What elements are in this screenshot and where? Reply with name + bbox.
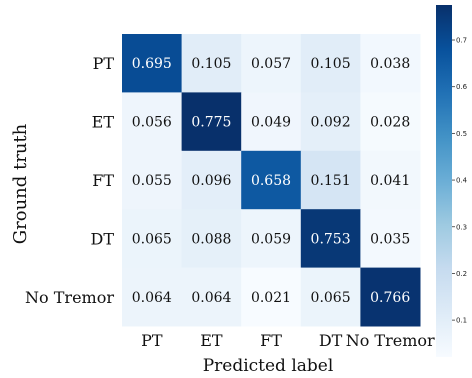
cell-value-label: 0.055 <box>132 173 172 189</box>
x-tick-label: PT <box>141 331 163 350</box>
colorbar-tick-label: 0.4 <box>456 177 468 185</box>
cell-value-label: 0.064 <box>191 290 231 306</box>
colorbar-tick-label: 0.6 <box>456 83 468 91</box>
cell-value-label: 0.088 <box>191 231 231 247</box>
x-tick-label: ET <box>200 331 223 350</box>
x-tick-label: DT <box>319 331 343 350</box>
heatmap-cell <box>122 267 183 327</box>
heatmap-cell <box>300 34 361 93</box>
heatmap-cell <box>241 34 302 93</box>
heatmap-cell-labels: 0.695 0.105 0.057 0.105 0.038 0.056 0.775 0.049… <box>132 56 411 306</box>
heatmap-cell <box>300 150 361 210</box>
colorbar <box>436 5 452 357</box>
heatmap-cell <box>122 92 183 152</box>
y-tick-label: No Tremor <box>25 288 114 307</box>
cell-value-label: 0.105 <box>311 56 351 72</box>
colorbar-tick-label: 0.3 <box>456 223 467 231</box>
cell-value-label: 0.021 <box>251 290 291 306</box>
heatmap-cell <box>181 150 242 210</box>
heatmap-cell <box>300 92 361 152</box>
heatmap-cell <box>122 150 183 210</box>
cell-value-label: 0.064 <box>132 290 172 306</box>
y-tick-label: ET <box>92 113 115 132</box>
x-tick-label: No Tremor <box>346 331 435 350</box>
heatmap-cell <box>241 209 302 269</box>
y-tick-label: PT <box>93 54 115 73</box>
cell-value-label: 0.105 <box>191 56 231 72</box>
heatmap-cell <box>181 209 242 269</box>
cell-value-label: 0.753 <box>311 231 351 247</box>
heatmap-cell <box>360 267 421 327</box>
cell-value-label: 0.056 <box>132 115 172 131</box>
heatmap-cell <box>300 209 361 269</box>
cell-value-label: 0.151 <box>311 173 351 189</box>
heatmap-cell <box>360 92 421 152</box>
x-tick-labels: PT ET FT DT No Tremor <box>141 331 435 350</box>
colorbar-tick-label: 0.2 <box>456 270 467 278</box>
cell-value-label: 0.092 <box>311 115 351 131</box>
cell-value-label: 0.695 <box>132 56 172 72</box>
cell-value-label: 0.775 <box>191 115 231 131</box>
heatmap-cell <box>122 34 183 93</box>
heatmap-cell <box>360 34 421 93</box>
cell-value-label: 0.035 <box>370 231 410 247</box>
y-tick-label: FT <box>92 171 114 190</box>
x-tick-label: FT <box>260 331 282 350</box>
colorbar-tick-label: 0.5 <box>456 130 467 138</box>
heatmap-cell <box>181 267 242 327</box>
heatmap-cells <box>122 34 421 327</box>
cell-value-label: 0.041 <box>370 173 410 189</box>
y-tick-labels: PT ET FT DT No Tremor <box>25 54 114 307</box>
cell-value-label: 0.096 <box>191 173 231 189</box>
cell-value-label: 0.658 <box>251 173 291 189</box>
y-axis-label: Ground truth <box>10 123 31 244</box>
heatmap-cell <box>181 92 242 152</box>
heatmap-cell <box>122 209 183 269</box>
cell-value-label: 0.057 <box>251 56 291 72</box>
heatmap-cell <box>181 34 242 93</box>
heatmap-cell <box>241 267 302 327</box>
cell-value-label: 0.049 <box>251 115 291 131</box>
heatmap-cell <box>360 209 421 269</box>
cell-value-label: 0.038 <box>370 56 410 72</box>
colorbar-ticks: 0.1 0.2 0.3 0.4 0.5 0.6 0.7 <box>452 37 468 325</box>
heatmap-cell <box>241 92 302 152</box>
cell-value-label: 0.065 <box>311 290 351 306</box>
x-axis-label: Predicted label <box>203 356 334 376</box>
y-tick-label: DT <box>91 229 115 248</box>
colorbar-tick-label: 0.7 <box>456 37 467 45</box>
cell-value-label: 0.065 <box>132 231 172 247</box>
cell-value-label: 0.028 <box>370 115 410 131</box>
heatmap-cell <box>360 150 421 210</box>
heatmap-cell <box>300 267 361 327</box>
cell-value-label: 0.766 <box>370 290 410 306</box>
cell-value-label: 0.059 <box>251 231 291 247</box>
colorbar-tick-label: 0.1 <box>456 317 467 325</box>
heatmap-cell <box>241 150 302 210</box>
